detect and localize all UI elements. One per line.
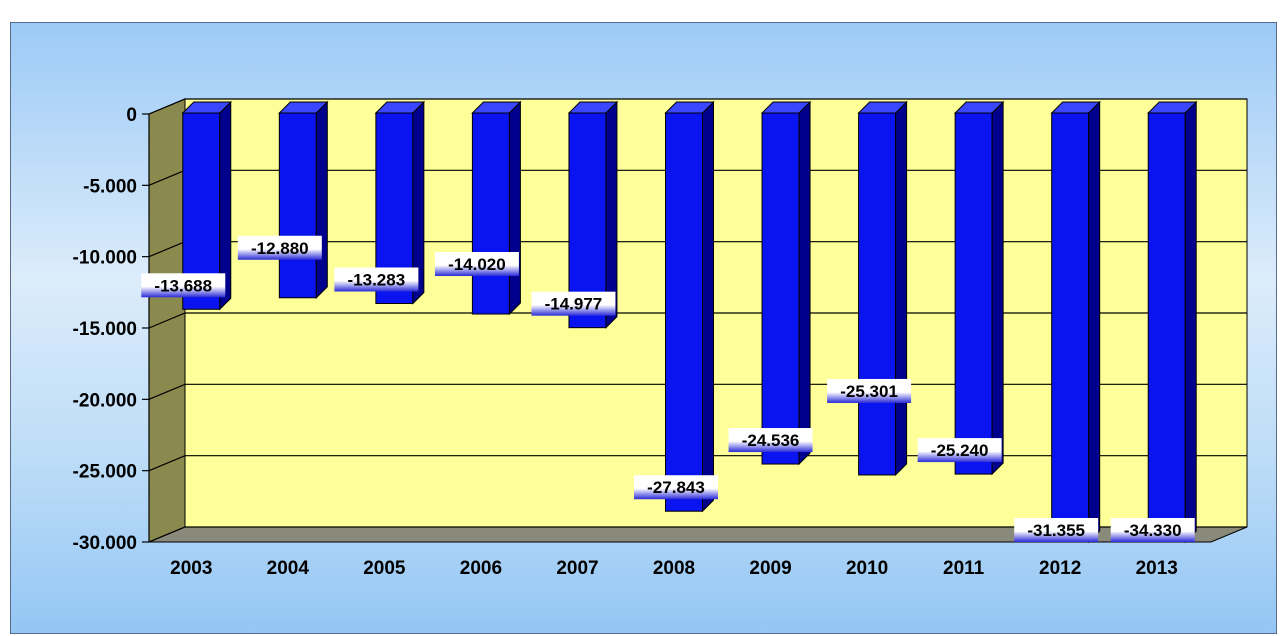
bar-front xyxy=(858,112,897,476)
y-tick-label: 0 xyxy=(126,105,137,126)
data-label-text: -25.240 xyxy=(931,441,989,460)
y-tick-label: -15.000 xyxy=(73,319,137,340)
gridline xyxy=(148,526,1247,543)
y-tick-label: -20.000 xyxy=(73,390,137,411)
bar-top xyxy=(181,101,232,114)
axes: 0 -5.000 -10.000 -15.000 -20.000 -25.000 -30.0… xyxy=(73,105,1178,579)
data-labels: -13.688 -12.880 -13.283 -14.020 -14.977 -27.8… xyxy=(141,235,1195,542)
data-label: -34.330 xyxy=(1110,518,1195,542)
data-label-box xyxy=(1014,518,1099,542)
data-label-box xyxy=(634,475,718,500)
data-label-text: -27.843 xyxy=(647,478,705,497)
bar-front xyxy=(954,112,993,475)
bar-front xyxy=(1147,112,1186,543)
y-tick-label: -5.000 xyxy=(83,176,137,197)
data-label-box xyxy=(1110,518,1195,542)
data-label-box xyxy=(434,252,519,277)
bar-top xyxy=(664,101,715,114)
data-label: -25.240 xyxy=(917,438,1002,463)
bar-top xyxy=(471,101,522,114)
data-label: -14.977 xyxy=(531,291,616,316)
bar-front xyxy=(278,112,317,299)
bar-side xyxy=(1184,100,1197,544)
data-label-box xyxy=(917,438,1002,463)
bar-top xyxy=(857,101,908,114)
data-label: -12.880 xyxy=(237,235,322,260)
bar xyxy=(664,100,715,513)
data-label: -31.355 xyxy=(1014,518,1099,542)
bar-side xyxy=(798,100,811,466)
data-label-text: -14.020 xyxy=(448,255,506,274)
bar xyxy=(1147,100,1198,544)
bar-chart: 0 -5.000 -10.000 -15.000 -20.000 -25.000 -30.0… xyxy=(73,98,1248,579)
data-label: -27.843 xyxy=(634,475,718,500)
bar-side xyxy=(508,100,521,316)
bar xyxy=(857,100,908,477)
data-label-text: -13.283 xyxy=(348,271,406,290)
bar-front xyxy=(665,112,703,512)
data-label-box xyxy=(141,273,226,298)
bar xyxy=(760,100,812,466)
data-label: -14.020 xyxy=(434,252,519,277)
x-tick-label: 2013 xyxy=(1136,558,1178,579)
bar-top xyxy=(953,101,1005,114)
data-label-box xyxy=(237,235,322,260)
bar-top xyxy=(374,101,426,114)
data-label-text: -25.301 xyxy=(840,382,898,401)
gridline xyxy=(148,98,1247,115)
data-label-text: -12.880 xyxy=(251,239,309,258)
data-label-text: -34.330 xyxy=(1124,521,1182,540)
bar-side xyxy=(1088,100,1101,544)
data-label-box xyxy=(728,428,813,453)
bar-top xyxy=(1050,101,1101,114)
data-label: -13.688 xyxy=(141,273,226,298)
x-tick-label: 2009 xyxy=(749,558,791,579)
bar-top xyxy=(1147,101,1198,114)
data-label-text: -24.536 xyxy=(742,431,800,450)
chart-frame: 0 -5.000 -10.000 -15.000 -20.000 -25.000 -30.0… xyxy=(10,22,1277,634)
x-tick-label: 2006 xyxy=(460,558,502,579)
bar xyxy=(278,100,329,299)
bar-side xyxy=(315,100,328,299)
data-label-text: -13.688 xyxy=(154,276,212,295)
x-tick-label: 2012 xyxy=(1039,558,1081,579)
y-tick-label: -25.000 xyxy=(73,462,137,483)
bar-front xyxy=(471,112,510,315)
data-label-box xyxy=(531,291,616,316)
data-label-text: -31.355 xyxy=(1027,521,1085,540)
bar-top xyxy=(278,101,329,114)
bar-side xyxy=(702,100,714,513)
x-tick-label: 2011 xyxy=(943,558,985,579)
bar-side xyxy=(991,100,1004,476)
data-label-box xyxy=(827,378,912,403)
bar-side xyxy=(895,100,908,477)
x-tick-label: 2005 xyxy=(363,558,406,579)
bar xyxy=(1050,100,1101,544)
y-tick-label: -10.000 xyxy=(73,248,137,269)
x-tick-label: 2007 xyxy=(556,558,598,579)
x-tick-label: 2010 xyxy=(846,558,888,579)
bar-top xyxy=(567,101,619,114)
bar-top xyxy=(760,101,812,114)
data-label-box xyxy=(334,267,419,292)
bar xyxy=(953,100,1005,476)
data-label: -24.536 xyxy=(728,428,813,453)
bar-front xyxy=(1051,112,1090,543)
bar xyxy=(471,100,522,316)
data-label: -13.283 xyxy=(334,267,419,292)
bar-front xyxy=(761,112,800,465)
data-label: -25.301 xyxy=(827,378,912,403)
data-label-text: -14.977 xyxy=(545,295,603,314)
y-tick-label: -30.000 xyxy=(73,533,137,554)
x-tick-label: 2003 xyxy=(170,558,212,579)
x-tick-label: 2004 xyxy=(267,558,310,579)
x-tick-label: 2008 xyxy=(653,558,695,579)
